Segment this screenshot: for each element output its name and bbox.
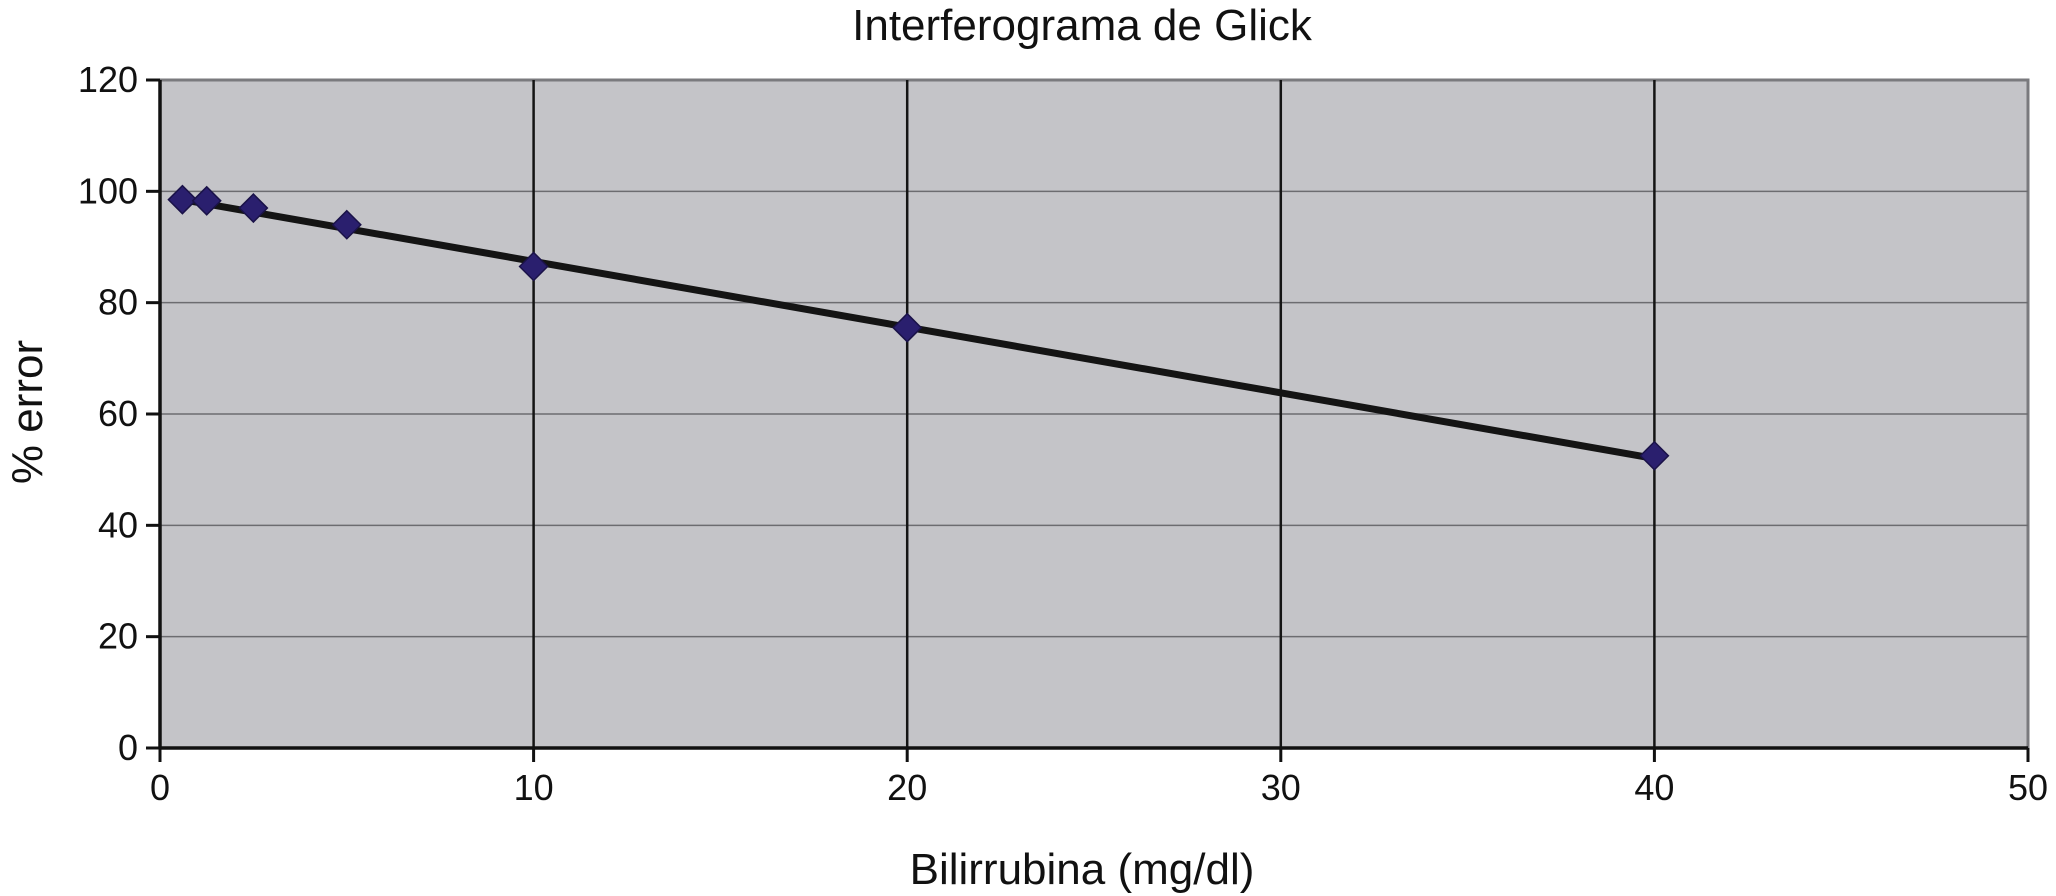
data-points [167,184,1670,471]
y-axis-label: % error [3,340,52,484]
y-tick-label: 100 [78,170,138,211]
data-point [167,184,198,215]
tick-labels: 0 20 40 60 80 100 120 0 10 20 30 40 50 [78,59,2048,808]
data-point [1639,440,1670,471]
x-tick-label: 20 [887,767,927,808]
data-point [892,312,923,343]
y-tick-label: 20 [98,616,138,657]
x-tick-label: 30 [1261,767,1301,808]
y-tick-label: 60 [98,393,138,434]
y-tick-label: 0 [118,727,138,768]
grid-lines [160,80,2028,748]
chart-title: Interferograma de Glick [852,1,1313,50]
x-tick-label: 0 [150,767,170,808]
data-point [518,251,549,282]
y-tick-label: 120 [78,59,138,100]
y-tick-label: 80 [98,282,138,323]
axes [146,78,2030,762]
y-tick-label: 40 [98,504,138,545]
x-axis-label: Bilirrubina (mg/dl) [910,845,1255,894]
x-tick-label: 10 [514,767,554,808]
data-point [238,192,269,224]
data-point [191,185,222,216]
data-point [331,209,362,240]
x-tick-label: 50 [2008,767,2048,808]
x-tick-label: 40 [1634,767,1674,808]
